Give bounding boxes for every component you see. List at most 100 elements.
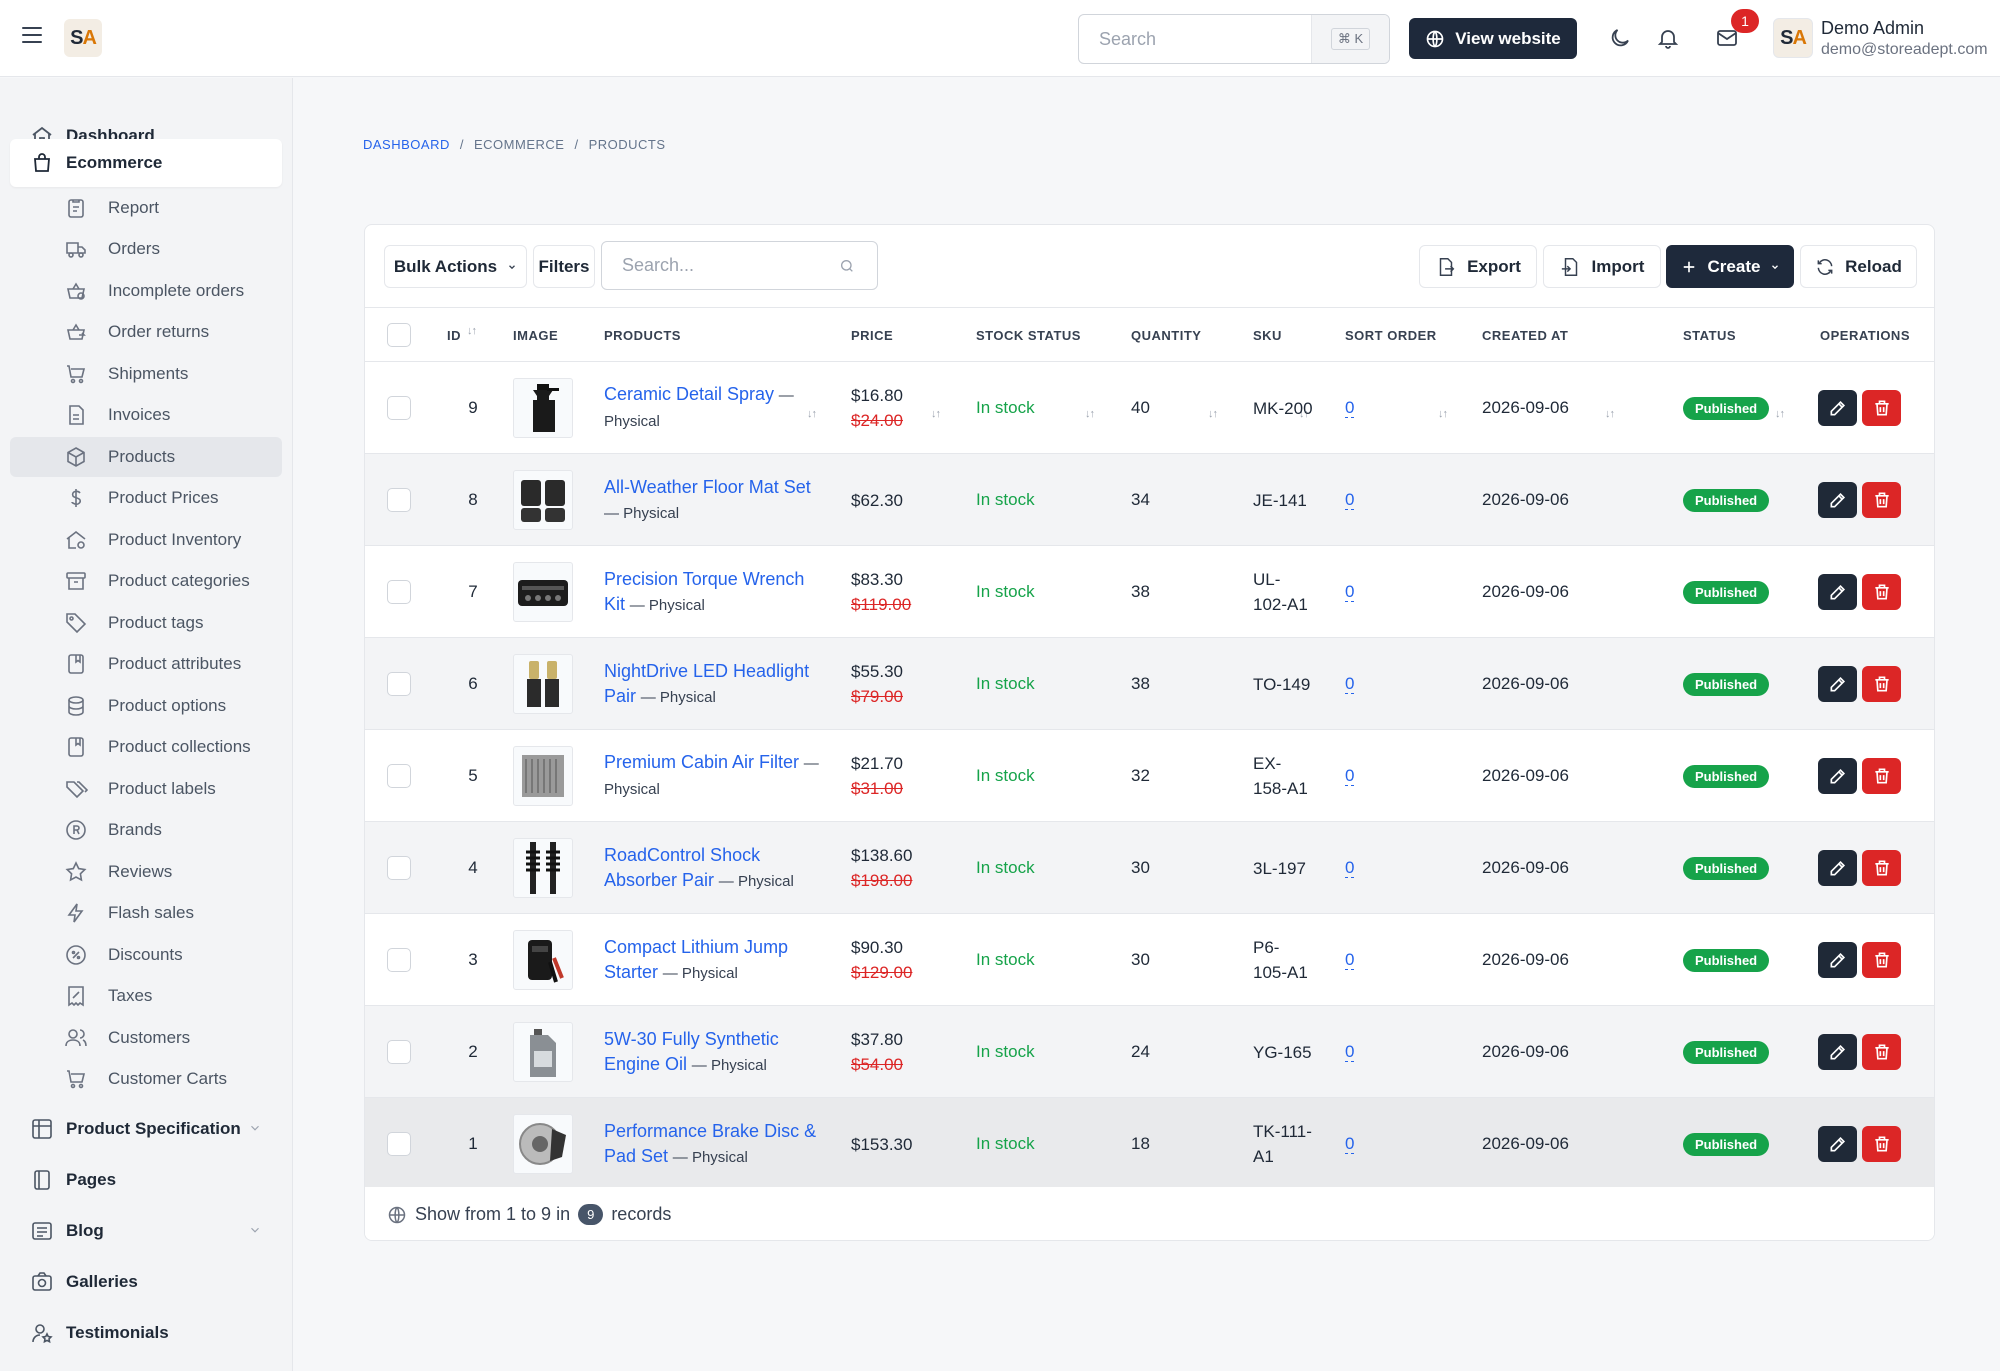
sidebar-item-discounts[interactable]: Discounts [10, 935, 282, 975]
delete-button[interactable] [1862, 850, 1901, 886]
sort-order-editable[interactable]: 0 [1345, 765, 1355, 786]
column-header-id[interactable]: ID ↓↑ [447, 325, 477, 343]
sidebar-item-incomplete-orders[interactable]: Incomplete orders [10, 271, 282, 311]
product-name-link[interactable]: Compact Lithium Jump Starter [604, 936, 789, 982]
sort-order-editable[interactable]: 0 [1345, 949, 1355, 970]
sort-order-editable[interactable]: 0 [1345, 673, 1355, 694]
bell-icon[interactable] [1656, 26, 1680, 50]
product-name-link[interactable]: Premium Cabin Air Filter [604, 752, 800, 772]
sort-order-editable[interactable]: 0 [1345, 489, 1355, 510]
mail-icon[interactable] [1715, 26, 1739, 50]
product-name-link[interactable]: Precision Torque Wrench Kit [604, 568, 805, 614]
product-thumbnail[interactable] [513, 362, 573, 454]
sidebar-item-orders[interactable]: Orders [10, 229, 282, 269]
sort-icon[interactable]: ↓↑ [1299, 408, 1309, 420]
table-row[interactable]: 5 Premium Cabin Air Filter — Physical $2… [365, 730, 1934, 822]
column-header-sort-order[interactable]: SORT ORDER [1345, 327, 1437, 343]
sort-icon[interactable]: ↓↑ [1208, 408, 1218, 420]
column-header-stock-status[interactable]: STOCK STATUS [976, 327, 1081, 343]
product-name-link[interactable]: Ceramic Detail Spray [604, 384, 775, 404]
hamburger-menu-icon[interactable] [22, 27, 42, 43]
select-all-checkbox[interactable] [387, 308, 411, 362]
sidebar-item-brands[interactable]: Brands [10, 810, 282, 850]
edit-button[interactable] [1818, 1034, 1857, 1070]
row-checkbox[interactable] [387, 546, 411, 638]
row-checkbox[interactable] [387, 362, 411, 454]
column-header-quantity[interactable]: QUANTITY [1131, 327, 1202, 343]
sidebar-item-reviews[interactable]: Reviews [10, 852, 282, 892]
sort-order-editable[interactable]: 0 [1345, 1041, 1355, 1062]
row-checkbox[interactable] [387, 638, 411, 730]
create-button[interactable]: Create [1666, 245, 1794, 288]
column-header-products[interactable]: PRODUCTS [604, 327, 681, 343]
sort-icon[interactable]: ↓↑ [931, 408, 941, 420]
product-thumbnail[interactable] [513, 914, 573, 1006]
export-button[interactable]: Export [1419, 245, 1537, 288]
sidebar-item-galleries[interactable]: Galleries [10, 1258, 282, 1306]
sidebar-item-report[interactable]: Report [10, 188, 282, 228]
product-thumbnail[interactable] [513, 1098, 573, 1190]
sidebar-item-product-attributes[interactable]: Product attributes [10, 644, 282, 684]
sort-icon[interactable]: ↓↑ [1085, 408, 1095, 420]
edit-button[interactable] [1818, 1126, 1857, 1162]
sort-order-editable[interactable]: 0 [1345, 397, 1355, 418]
sidebar-item-product-options[interactable]: Product options [10, 686, 282, 726]
sort-order-editable[interactable]: 0 [1345, 1133, 1355, 1154]
table-row[interactable]: 1 Performance Brake Disc & Pad Set — Phy… [365, 1098, 1934, 1190]
sidebar-item-taxes[interactable]: Taxes [10, 976, 282, 1016]
edit-button[interactable] [1818, 942, 1857, 978]
sidebar-item-product-collections[interactable]: Product collections [10, 727, 282, 767]
sort-icon[interactable]: ↓↑ [807, 408, 817, 420]
row-checkbox[interactable] [387, 730, 411, 822]
row-checkbox[interactable] [387, 822, 411, 914]
breadcrumb-dashboard[interactable]: DASHBOARD [363, 137, 450, 152]
reload-button[interactable]: Reload [1800, 245, 1917, 288]
sidebar-item-product-inventory[interactable]: Product Inventory [10, 520, 282, 560]
row-checkbox[interactable] [387, 1098, 411, 1190]
delete-button[interactable] [1862, 666, 1901, 702]
sidebar-item-invoices[interactable]: Invoices [10, 395, 282, 435]
edit-button[interactable] [1818, 482, 1857, 518]
column-header-sku[interactable]: SKU [1253, 327, 1282, 343]
row-checkbox[interactable] [387, 1006, 411, 1098]
sidebar-item-blog[interactable]: Blog [10, 1207, 282, 1255]
sidebar-item-order-returns[interactable]: Order returns [10, 312, 282, 352]
product-name-link[interactable]: All-Weather Floor Mat Set [604, 476, 811, 497]
product-thumbnail[interactable] [513, 822, 573, 914]
sort-order-editable[interactable]: 0 [1345, 857, 1355, 878]
product-name-link[interactable]: NightDrive LED Headlight Pair [604, 660, 810, 706]
sidebar-item-customers[interactable]: Customers [10, 1018, 282, 1058]
table-row[interactable]: 4 RoadControl Shock Absorber Pair — Phys… [365, 822, 1934, 914]
table-row[interactable]: 2 5W-30 Fully Synthetic Engine Oil — Phy… [365, 1006, 1934, 1098]
edit-button[interactable] [1818, 850, 1857, 886]
product-name-link[interactable]: RoadControl Shock Absorber Pair [604, 844, 761, 890]
product-thumbnail[interactable] [513, 638, 573, 730]
product-thumbnail[interactable] [513, 454, 573, 546]
sidebar-item-product-labels[interactable]: Product labels [10, 769, 282, 809]
sidebar-item-shipments[interactable]: Shipments [10, 354, 282, 394]
moon-icon[interactable] [1608, 26, 1632, 50]
sidebar-item-product-categories[interactable]: Product categories [10, 561, 282, 601]
delete-button[interactable] [1862, 1034, 1901, 1070]
sidebar-item-pages[interactable]: Pages [10, 1156, 282, 1204]
sidebar-item-flash-sales[interactable]: Flash sales [10, 893, 282, 933]
sidebar-item-product-specification[interactable]: Product Specification [10, 1105, 282, 1153]
product-thumbnail[interactable] [513, 546, 573, 638]
sort-icon[interactable]: ↓↑ [1775, 408, 1785, 420]
sidebar-item-product-prices[interactable]: Product Prices [10, 478, 282, 518]
sort-icon[interactable]: ↓↑ [1605, 408, 1615, 420]
view-website-button[interactable]: View website [1409, 18, 1577, 59]
sidebar-item-customer-carts[interactable]: Customer Carts [10, 1059, 282, 1099]
sidebar-item-ecommerce[interactable]: Ecommerce [10, 139, 282, 187]
delete-button[interactable] [1862, 1126, 1901, 1162]
sidebar-item-product-tags[interactable]: Product tags [10, 603, 282, 643]
product-name-link[interactable]: 5W-30 Fully Synthetic Engine Oil [604, 1028, 779, 1074]
edit-button[interactable] [1818, 574, 1857, 610]
user-name[interactable]: Demo Admin [1821, 18, 1925, 38]
global-search-input[interactable] [1079, 15, 1309, 63]
delete-button[interactable] [1862, 390, 1901, 426]
filters-button[interactable]: Filters [533, 245, 595, 288]
sort-icon[interactable]: ↓↑ [1438, 408, 1448, 420]
